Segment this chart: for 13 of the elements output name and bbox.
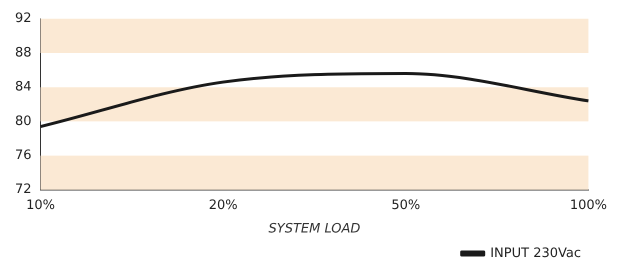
line-series [39,72,590,128]
y-tick-label: 80 [14,114,32,129]
x-axis-title: SYSTEM LOAD [268,222,360,237]
y-tick-label: 84 [14,80,32,95]
x-tick-label: 50% [391,198,420,213]
x-tick-label: 10% [26,198,55,213]
y-tick-label: 72 [14,182,32,198]
legend-label: INPUT 230Vac [490,246,581,261]
x-tick-label: 20% [208,198,238,213]
x-tick-label: 100% [570,198,608,213]
y-tick-label: 92 [14,11,32,26]
y-tick-label: 88 [14,45,32,60]
y-tick-label: 76 [14,148,32,163]
